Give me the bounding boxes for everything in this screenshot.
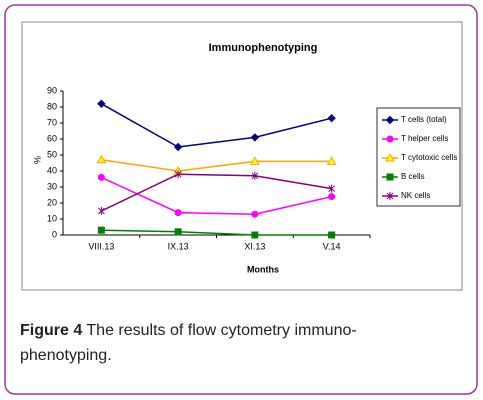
marker: [251, 231, 259, 239]
marker: [251, 171, 259, 180]
marker: [250, 133, 260, 142]
marker: [326, 156, 337, 165]
y-tick-label: 90: [47, 85, 57, 95]
marker: [386, 192, 394, 200]
series-line: [101, 159, 332, 172]
marker: [328, 193, 336, 201]
legend-label: NK cells: [401, 191, 430, 200]
marker: [385, 115, 395, 125]
marker: [328, 231, 336, 239]
series-line: [101, 103, 332, 148]
marker: [98, 207, 105, 215]
y-tick-label: 80: [47, 101, 57, 111]
marker: [173, 142, 183, 152]
y-tick-label: 60: [47, 133, 57, 143]
chart-title: Immunophenotyping: [209, 42, 318, 54]
y-tick-label: 50: [47, 149, 57, 159]
marker: [174, 209, 182, 217]
x-tick-label: XI.13: [244, 241, 265, 251]
y-tick-label: 10: [47, 213, 57, 223]
marker: [174, 170, 182, 179]
y-tick-label: 40: [47, 165, 57, 175]
series-line: [101, 229, 332, 236]
marker: [250, 156, 260, 165]
marker: [385, 152, 395, 162]
figure-frame: [4, 4, 478, 395]
marker: [386, 173, 394, 181]
legend-label: T cytotoxic cells: [401, 153, 457, 162]
x-axis-label: Months: [247, 264, 279, 274]
y-tick-label: 70: [47, 117, 57, 127]
series-line: [101, 173, 332, 212]
marker: [96, 154, 107, 164]
marker: [97, 99, 106, 109]
marker: [327, 113, 336, 123]
y-tick-label: 20: [47, 197, 57, 207]
marker: [174, 228, 182, 236]
marker: [251, 210, 259, 218]
y-tick-label: 30: [47, 181, 57, 191]
legend-label: T cells (total): [401, 115, 447, 124]
marker: [386, 135, 394, 143]
caption-text: The results of flow cytometry immuno-phe…: [20, 322, 357, 364]
series-line: [101, 176, 332, 215]
legend-label: T helper cells: [401, 134, 448, 143]
y-tick-label: 0: [52, 229, 57, 239]
y-axis-label: %: [32, 156, 42, 164]
marker: [97, 226, 105, 234]
legend-label: B cells: [401, 172, 425, 181]
x-tick-label: V.14: [323, 241, 341, 251]
x-tick-label: IX.13: [168, 241, 189, 251]
caption-label: Figure 4: [20, 322, 83, 339]
marker: [328, 184, 335, 193]
caption: Figure 4 The results of flow cytometry i…: [20, 318, 395, 368]
x-tick-label: VIII.13: [88, 241, 114, 251]
marker: [97, 173, 105, 181]
